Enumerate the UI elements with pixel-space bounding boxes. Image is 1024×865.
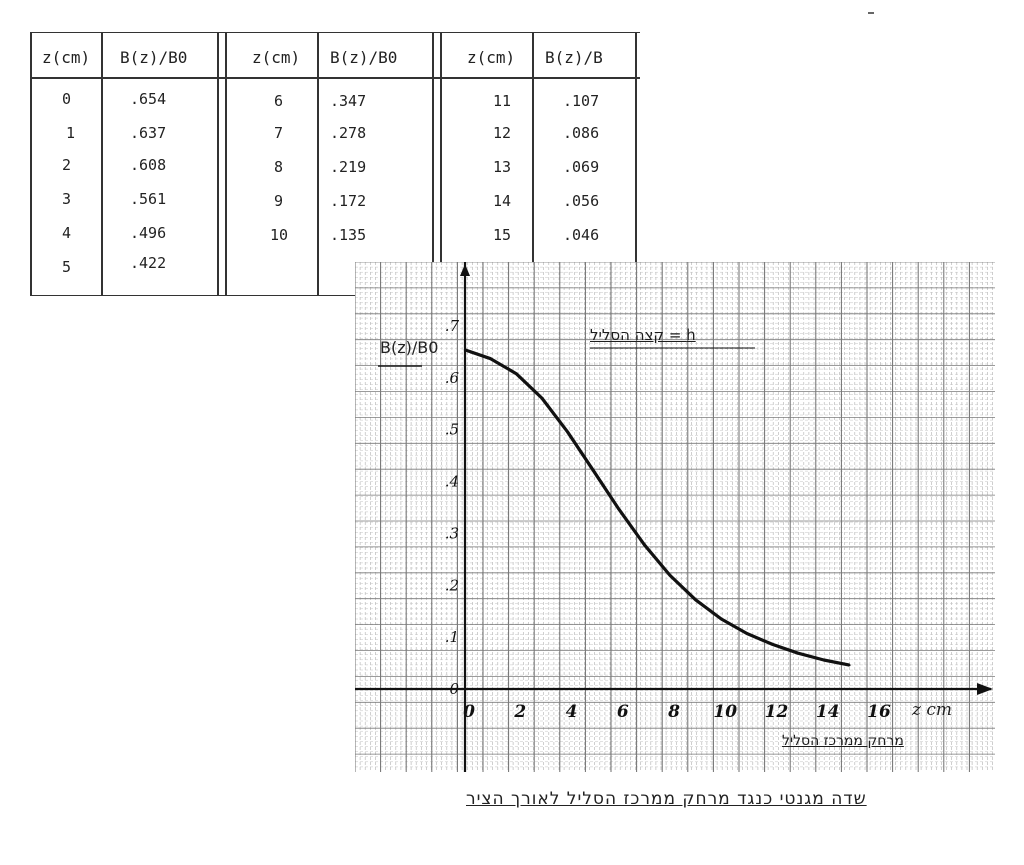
x-tick-label: 2: [513, 702, 526, 722]
y-tick-label: .7: [445, 317, 460, 335]
table-header-b-2: B(z)/B0: [330, 48, 398, 67]
table-cell: .056: [563, 192, 600, 210]
x-tick-label: 16: [867, 702, 891, 722]
figure-caption: שדה מגנטי כנגד מרחק ממרכז הסליל לאורך הצ…: [466, 789, 867, 809]
table-header-z-3: z(cm): [467, 48, 516, 67]
table-header-z-2: z(cm): [252, 48, 301, 67]
data-point: [617, 507, 620, 511]
table-cell: 3: [62, 190, 72, 208]
table-cell: 8: [274, 158, 284, 176]
table-cell: 4: [62, 224, 72, 242]
table-cell: .172: [330, 192, 367, 210]
data-point: [643, 543, 646, 547]
y-tick-label: .5: [445, 421, 459, 439]
table-cell: 11: [493, 92, 512, 110]
data-point: [745, 632, 749, 635]
series-line: [464, 348, 850, 667]
table-grid: [30, 32, 640, 296]
table-cell: 7: [274, 124, 284, 142]
y-axis-arrow: [460, 264, 470, 276]
data-point: [668, 574, 672, 577]
table-cell: 1: [66, 124, 76, 142]
chart-panel: 0 .1 .2 .3 .4 .5 .6 .7 0 2 4 6 8 10 12 14 16: [355, 262, 995, 772]
table-cell: .637: [130, 124, 167, 142]
table-cell: .496: [130, 224, 167, 242]
data-point: [515, 372, 518, 375]
table-cell: 2: [62, 156, 72, 174]
y-axis-label-fraction-bar: [378, 365, 422, 367]
y-axis-label-text: B(z)/B0: [380, 338, 439, 357]
data-point: [694, 598, 697, 602]
table-cell: .422: [130, 254, 167, 272]
legend-note: h = קצה הסליל: [590, 326, 696, 344]
table-cell: .347: [330, 92, 367, 110]
data-point: [489, 357, 492, 360]
table-header-z-1: z(cm): [42, 48, 91, 67]
table-cell: .046: [563, 226, 600, 244]
data-point: [771, 643, 774, 646]
data-point: [540, 396, 544, 400]
y-tick-label: .2: [445, 576, 459, 594]
x-axis-unit-label: z cm: [912, 700, 953, 720]
x-tick-label: 0: [463, 702, 475, 722]
table-header-b-3: B(z)/B: [545, 48, 603, 67]
data-table: z(cm) B(z)/B0 z(cm) B(z)/B0 z(cm) B(z)/B…: [30, 32, 640, 296]
y-tick-label: 0: [449, 680, 459, 698]
stray-mark: [868, 12, 874, 14]
x-tick-label: 10: [713, 702, 737, 722]
table-cell: 15: [493, 226, 512, 244]
data-point: [796, 652, 800, 655]
table-cell: .278: [330, 124, 367, 142]
table-cell: 12: [493, 124, 512, 142]
y-tick-label: .6: [445, 369, 460, 387]
x-tick-label: 4: [566, 702, 578, 722]
table-cell: 6: [274, 92, 284, 110]
x-tick-label: 6: [617, 702, 629, 722]
table-cell: 0: [62, 90, 72, 108]
x-tick-label: 8: [667, 702, 680, 722]
table-cell: 9: [274, 192, 284, 210]
table-cell: .107: [563, 92, 600, 110]
table-cell: 10: [270, 226, 289, 244]
table-cell: 13: [493, 158, 512, 176]
y-tick-label: .1: [445, 628, 459, 646]
x-tick-label: 14: [816, 702, 840, 722]
table-cell: 14: [493, 192, 512, 210]
data-point: [566, 430, 569, 433]
data-point: [591, 468, 595, 472]
table-cell: .135: [330, 226, 367, 244]
table-cell: .561: [130, 190, 167, 208]
x-tick-label: 12: [765, 702, 789, 722]
table-cell: .608: [130, 156, 167, 174]
table-cell: 5: [62, 258, 72, 276]
x-axis-name: מרחק ממרכז הסליל: [782, 733, 904, 749]
data-point: [822, 658, 825, 662]
table-cell: .086: [563, 124, 600, 142]
data-point: [463, 348, 467, 352]
grid: [355, 262, 995, 772]
table-cell: .654: [130, 90, 167, 108]
data-point: [720, 617, 723, 621]
y-axis-label: B(z)/B0: [380, 338, 438, 357]
line-chart: 0 .1 .2 .3 .4 .5 .6 .7 0 2 4 6 8 10 12 14 16: [355, 262, 995, 772]
table-cell: .219: [330, 158, 367, 176]
y-tick-label: .4: [445, 473, 459, 491]
y-tick-label: .3: [445, 524, 459, 542]
x-axis-arrow: [977, 683, 993, 695]
data-point: [848, 663, 851, 667]
table-cell: .069: [563, 158, 600, 176]
table-header-b-1: B(z)/B0: [120, 48, 188, 67]
